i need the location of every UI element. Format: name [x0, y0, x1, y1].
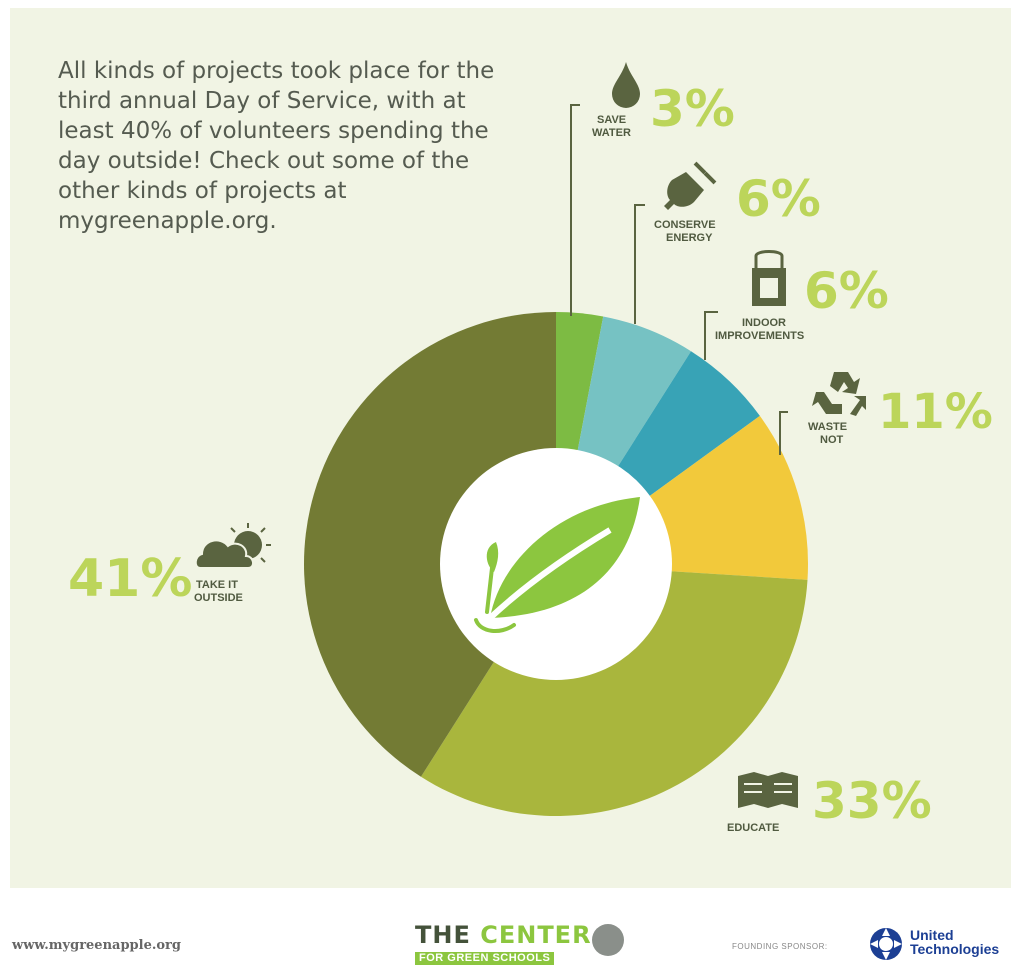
book-icon	[738, 772, 798, 808]
leaf-icon	[474, 497, 640, 633]
recycle-icon	[812, 372, 866, 416]
paint-can-icon	[752, 250, 786, 306]
footer: www.mygreenapple.org THE CENTER FOR GREE…	[0, 890, 1021, 967]
center-subtitle: FOR GREEN SCHOOLS	[415, 952, 555, 965]
usgbc-seal-icon	[592, 924, 624, 956]
label-educate: EDUCATE	[727, 822, 779, 834]
sponsor-label: FOUNDING SPONSOR:	[732, 942, 828, 951]
label-conserve-energy: CONSERVE ENERGY	[654, 219, 716, 244]
pct-conserve-energy: 6%	[736, 170, 821, 228]
united-technologies-logo-icon	[870, 928, 902, 960]
pct-educate: 33%	[812, 772, 932, 830]
label-waste-not: WASTE NOT	[808, 421, 847, 446]
icons	[194, 62, 866, 808]
percent-labels: 3% 6% 6% 11% 33% 41%	[68, 80, 993, 830]
sponsor-name: United Technologies	[910, 927, 1000, 957]
center-for-green-schools-logo: THE CENTER FOR GREEN SCHOOLS	[415, 921, 624, 966]
pct-waste-not: 11%	[878, 384, 993, 440]
category-labels: SAVE WATER CONSERVE ENERGY INDOOR IMPROVEME…	[194, 114, 847, 834]
footer-url[interactable]: www.mygreenapple.org	[12, 938, 181, 953]
label-take-it-outside: TAKE IT OUTSIDE	[194, 579, 243, 604]
plug-icon	[664, 161, 717, 210]
water-drop-icon	[612, 62, 640, 108]
pct-indoor-improvements: 6%	[804, 262, 889, 320]
intro-text: All kinds of projects took place for the…	[58, 58, 495, 234]
center-title: THE CENTER	[415, 921, 592, 949]
leader-lines	[570, 104, 788, 455]
cloud-sun-icon	[194, 523, 271, 569]
pct-save-water: 3%	[650, 80, 735, 138]
label-save-water: SAVE WATER	[592, 114, 631, 139]
label-indoor-improvements: INDOOR IMPROVEMENTS	[715, 317, 804, 342]
donut-chart: SAVE WATER CONSERVE ENERGY INDOOR IMPROVEME…	[68, 62, 993, 834]
pct-take-it-outside: 41%	[68, 549, 192, 609]
